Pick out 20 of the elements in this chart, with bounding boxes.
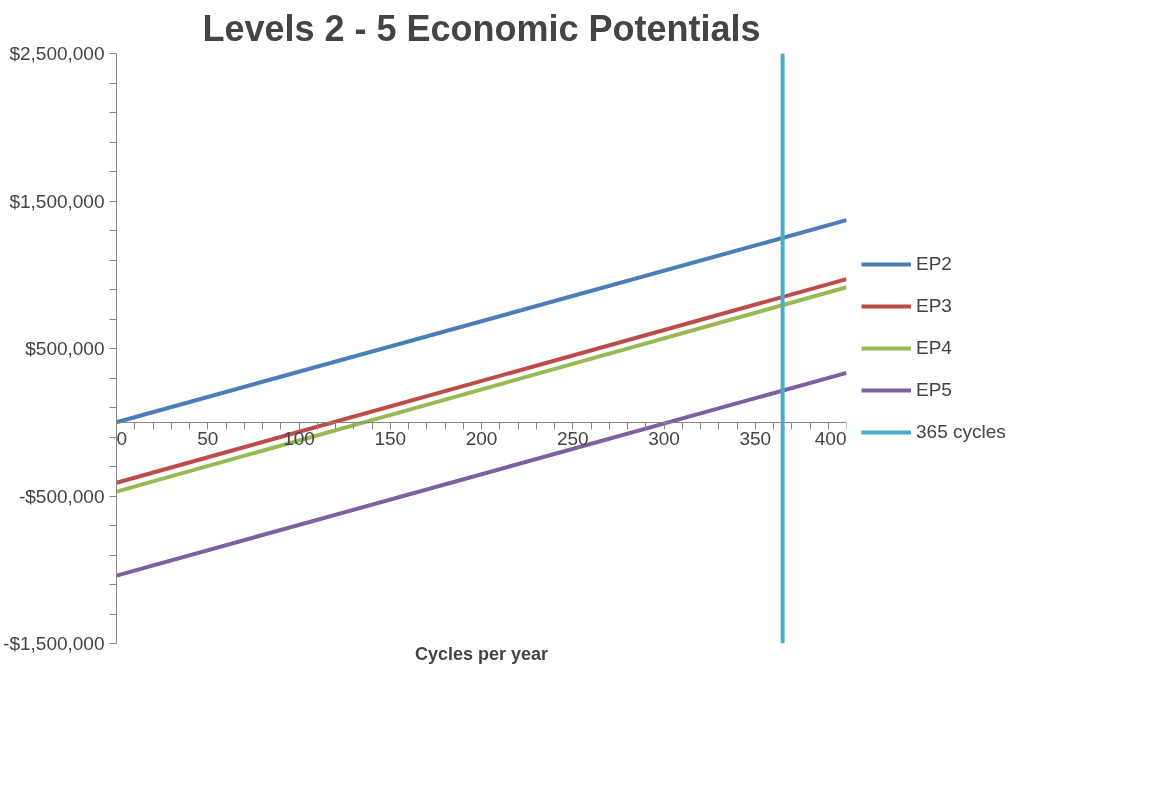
y-tick-label: $2,500,000 bbox=[9, 43, 105, 64]
y-tick-label: $1,500,000 bbox=[9, 190, 105, 212]
legend-label: EP2 bbox=[916, 253, 952, 275]
x-tick-label: 0 bbox=[116, 428, 128, 450]
legend-label: EP3 bbox=[916, 295, 952, 317]
x-tick-label: 300 bbox=[648, 428, 680, 450]
x-tick-label: 150 bbox=[374, 428, 407, 450]
y-tick-label: $500,000 bbox=[25, 338, 105, 359]
x-tick-label: 350 bbox=[739, 428, 772, 450]
chart-title: Levels 2 - 5 Economic Potentials bbox=[202, 7, 761, 49]
y-tick-label: -$500,000 bbox=[18, 485, 105, 507]
x-tick-label: 50 bbox=[197, 428, 219, 450]
legend-label: EP4 bbox=[916, 337, 952, 359]
x-tick-label: 200 bbox=[465, 428, 498, 450]
legend-label: EP5 bbox=[916, 379, 952, 401]
x-tick-label: 250 bbox=[556, 428, 589, 450]
y-tick-label: -$1,500,000 bbox=[3, 633, 105, 654]
x-tick-label: 400 bbox=[814, 428, 847, 450]
legend-label: 365 cycles bbox=[916, 421, 1006, 443]
x-axis-title: Cycles per year bbox=[414, 643, 549, 664]
